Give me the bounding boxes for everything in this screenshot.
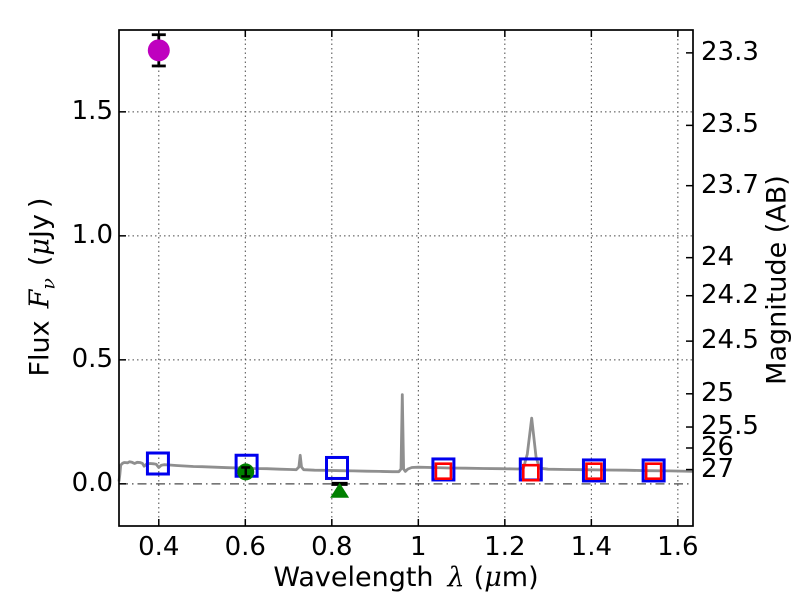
- blue-square-marker: [325, 455, 350, 480]
- magnitude-tick-label: 23.3: [701, 36, 759, 67]
- red-square-marker: [434, 462, 453, 480]
- x-unit-open: (: [473, 562, 485, 593]
- magnitude-tick-label: 26: [701, 431, 735, 462]
- magnitude-tick-label: 24.5: [701, 325, 759, 356]
- x-tick-label: 1.4: [570, 532, 613, 562]
- flux-tick-label: 1.5: [71, 95, 113, 126]
- x-tick-label: 1: [410, 532, 427, 562]
- blue-square-marker: [641, 458, 666, 483]
- x-axis-label: Wavelength λ (μm): [273, 562, 538, 593]
- red-square-marker: [644, 462, 663, 480]
- magnitude-tick-label: 25.5: [701, 411, 759, 442]
- model-spectrum-line: [117, 393, 694, 482]
- x-tick-label: 1.2: [484, 532, 526, 562]
- flux-unit-open: (: [24, 255, 56, 267]
- x-axis-label-text: Wavelength: [273, 562, 434, 593]
- blue-square-marker: [581, 458, 606, 483]
- flux-symbol: F: [24, 289, 56, 309]
- x-tick-label: 0.4: [138, 532, 180, 562]
- x-tick-label: 0.8: [311, 532, 353, 562]
- flux-unit-close: ): [24, 197, 56, 209]
- magnitude-tick-label: 23.5: [701, 109, 759, 140]
- y-axis-label-magnitude: Magnitude (AB): [761, 175, 793, 385]
- magnitude-tick-label: 24.2: [701, 279, 759, 310]
- mu-symbol: μ: [484, 562, 502, 593]
- red-square-marker: [585, 462, 603, 480]
- flux-tick-label: 0.5: [71, 343, 113, 374]
- x-tick-label: 1.6: [657, 532, 699, 562]
- magnitude-tick-label: 27: [701, 453, 735, 484]
- x-tick-label: 0.6: [224, 532, 266, 562]
- flux-tick-label: 0.0: [71, 467, 113, 498]
- magnitude-tick-label: 23.7: [701, 169, 759, 200]
- red-square-marker: [521, 463, 540, 482]
- blue-square-marker: [145, 451, 170, 476]
- magnitude-tick-label: 25: [701, 377, 735, 408]
- flux-tick-label: 1.0: [71, 219, 113, 250]
- axes-frame: [118, 29, 694, 527]
- magenta-circle-marker: [147, 39, 170, 62]
- nu-subscript: ν: [37, 278, 60, 290]
- green-triangle-marker: [330, 482, 350, 498]
- magnitude-tick-label: 24: [701, 241, 735, 272]
- lambda-symbol: λ: [447, 562, 465, 593]
- x-unit-close: m): [501, 562, 539, 593]
